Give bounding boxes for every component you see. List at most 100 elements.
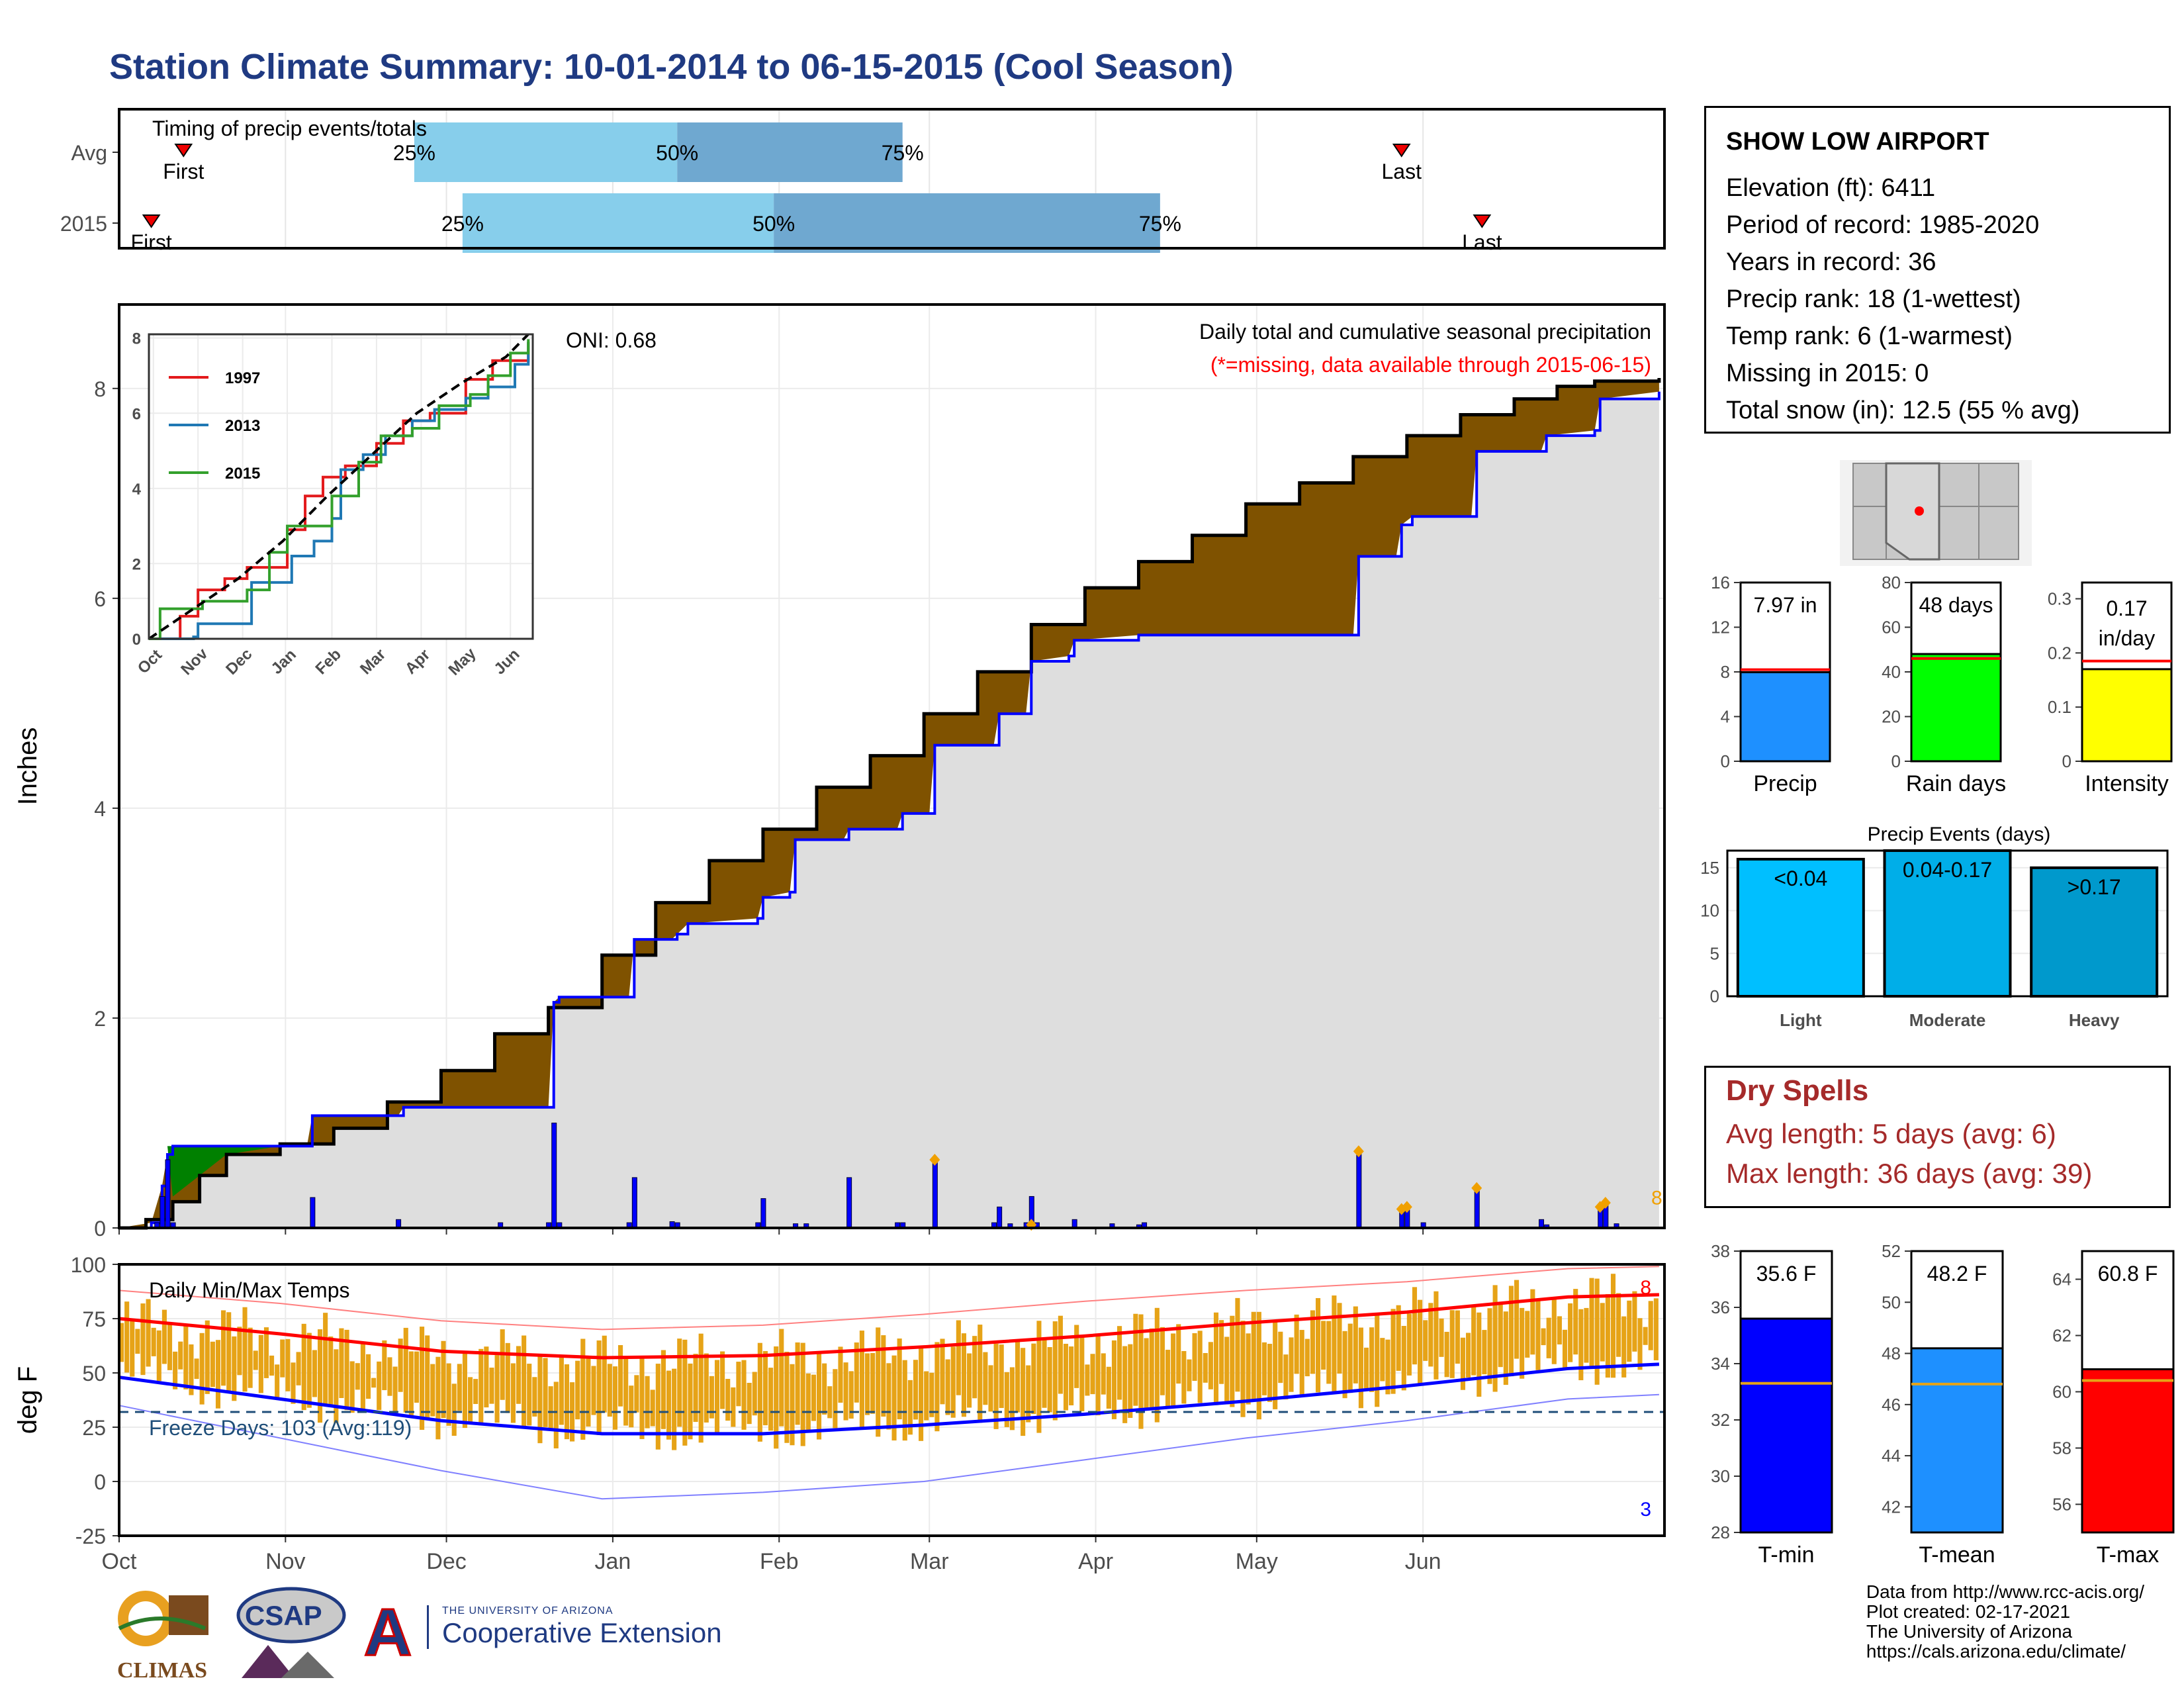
temps-daily-bar [365, 1354, 371, 1399]
station-elevation: Elevation (ft): 6411 [1726, 174, 1936, 202]
temps-daily-bar [1235, 1297, 1240, 1392]
temps-daily-bar [559, 1356, 564, 1425]
temps-daily-bar [1385, 1339, 1390, 1395]
summary-value-label: 48 days [1919, 593, 1993, 617]
temps-daily-bar [1498, 1301, 1503, 1368]
temps-ytick-label: 100 [71, 1253, 106, 1277]
summary-ytick-label: 4 [1721, 707, 1730, 727]
temps-daily-bar [387, 1357, 392, 1396]
temps-daily-bar [1213, 1312, 1219, 1405]
timing-last-marker [1392, 144, 1411, 158]
inset-line-2015 [149, 339, 530, 640]
temps-daily-bar [988, 1365, 993, 1412]
timing-frame [118, 108, 1666, 250]
temps-daily-bar [221, 1310, 226, 1386]
temps-daily-bar [1369, 1327, 1375, 1392]
temps-daily-bar [339, 1328, 344, 1398]
temps-ytick-label: -25 [75, 1524, 106, 1548]
temps-daily-bar [1653, 1298, 1659, 1360]
temps-daily-bar [1648, 1301, 1653, 1350]
temps-daily-bar [1052, 1321, 1058, 1421]
summary-ytick-label: 0 [1891, 751, 1901, 771]
temps-daily-bar [1085, 1364, 1090, 1396]
temps-daily-bar [1423, 1320, 1428, 1361]
temps-daily-bar [194, 1358, 199, 1380]
temps-daily-bar [441, 1340, 446, 1419]
temps-daily-bar [795, 1342, 800, 1425]
precip-daily-bar [1474, 1188, 1480, 1229]
temps-daily-bar [156, 1330, 161, 1382]
events-bar-light [1736, 857, 1865, 998]
events-ytick-label: 0 [1710, 986, 1719, 1006]
summary-ytick-label: 0.3 [2048, 589, 2071, 609]
timing-first-marker [174, 144, 193, 158]
temps-daily-bar [1047, 1346, 1052, 1413]
temps-daily-bar [275, 1364, 280, 1398]
month-label: Oct [102, 1549, 137, 1574]
temps-daily-bar [1101, 1353, 1106, 1395]
page-title: Station Climate Summary: 10-01-2014 to 0… [109, 47, 1234, 87]
temps-daily-bar [1090, 1354, 1095, 1395]
temps-daily-bar [1578, 1309, 1584, 1381]
temps-daily-bar [666, 1370, 672, 1440]
temps-daily-bar [1444, 1331, 1449, 1378]
temps-ylabel: deg F [13, 1366, 42, 1434]
summary-category-label: Intensity [2085, 771, 2169, 796]
timing-last-label: Last [1381, 160, 1422, 183]
temps-daily-bar [870, 1353, 876, 1414]
inset-ytick-label: 6 [132, 405, 141, 423]
temps-daily-bar [1026, 1365, 1031, 1423]
temps-daily-bar [1363, 1347, 1369, 1390]
temps-daily-bar [398, 1338, 403, 1392]
temps-daily-bar [940, 1338, 945, 1405]
month-label: Feb [760, 1549, 799, 1574]
temps-daily-bar [1138, 1314, 1144, 1429]
events-bar-label: <0.04 [1774, 867, 1827, 890]
temps-daily-bar [1273, 1321, 1278, 1409]
inset-legend-label: 2015 [225, 465, 260, 483]
temps-daily-bar [199, 1333, 205, 1405]
temps-daily-bar [258, 1335, 263, 1393]
temps-freeze-label: Freeze Days: 103 (Avg:119) [149, 1416, 412, 1440]
temps-daily-bar [161, 1309, 167, 1364]
csap-logo-text: CSAP [245, 1600, 322, 1631]
temps-daily-bar [790, 1364, 795, 1446]
summary-value-label: in/day [2099, 626, 2155, 650]
inset-ytick-label: 0 [132, 631, 141, 649]
temps-daily-bar [623, 1357, 629, 1426]
temps-daily-bar [237, 1327, 242, 1376]
temps-daily-bar [280, 1339, 285, 1378]
temps-daily-bar [634, 1375, 639, 1413]
summary-ytick-label: 0 [2062, 751, 2071, 771]
precip-ytick-label: 6 [94, 587, 106, 611]
temps-daily-bar [725, 1379, 731, 1421]
events-category-label: Moderate [1909, 1010, 1986, 1030]
dry-spells-avg: Avg length: 5 days (avg: 6) [1726, 1118, 2056, 1149]
temps-daily-bar [1256, 1311, 1261, 1420]
timing-last-label: Last [1462, 230, 1502, 254]
summary-ytick-label: 0 [1721, 751, 1730, 771]
temps-daily-bar [629, 1385, 634, 1428]
summary-ytick-label: 62 [2052, 1326, 2071, 1346]
temps-daily-bar [682, 1339, 688, 1446]
temps-daily-bar [639, 1356, 645, 1439]
summary-bar-t-max [2081, 1368, 2175, 1534]
temps-daily-bar [1074, 1325, 1079, 1388]
summary-ytick-label: 64 [2052, 1270, 2071, 1289]
temps-daily-bar [768, 1368, 774, 1431]
temps-daily-bar [607, 1364, 612, 1417]
temps-daily-bar [967, 1353, 972, 1408]
temps-daily-bar [886, 1363, 891, 1430]
temps-daily-bar [816, 1352, 822, 1440]
summary-ytick-label: 48 [1882, 1344, 1901, 1364]
ua-logo: A [361, 1595, 414, 1671]
temps-daily-bar [527, 1364, 532, 1426]
temps-daily-bar [430, 1364, 435, 1417]
temps-daily-bar [1353, 1306, 1358, 1383]
temps-daily-bar [242, 1307, 248, 1392]
precip-ytick-label: 8 [94, 377, 106, 401]
temps-daily-bar [961, 1333, 967, 1417]
temps-daily-bar [805, 1373, 811, 1432]
climas-logo: CLIMAS [106, 1582, 218, 1683]
timing-p25-label: 25% [441, 212, 484, 236]
